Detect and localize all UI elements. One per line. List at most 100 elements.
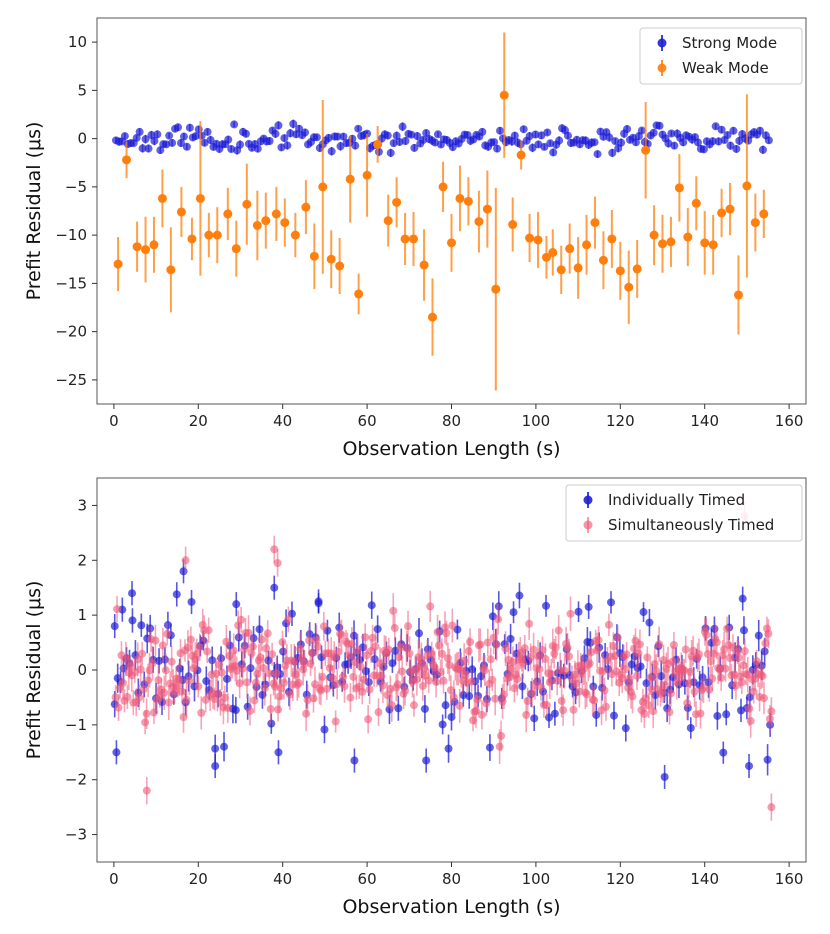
data-point (593, 646, 602, 655)
x-tick-label: 140 (690, 412, 719, 430)
y-tick-label: 5 (77, 81, 87, 99)
data-point (499, 90, 509, 100)
x-tick-label: 100 (522, 870, 551, 888)
data-point (370, 655, 379, 664)
data-point (114, 703, 123, 712)
data-point (252, 220, 262, 230)
data-point (649, 707, 658, 716)
data-point (245, 706, 254, 715)
data-point (250, 696, 259, 705)
data-point (138, 144, 147, 153)
legend-marker-individually-timed (583, 492, 593, 508)
data-point (446, 686, 455, 695)
data-point (474, 217, 484, 227)
data-point (222, 674, 231, 683)
data-point (419, 135, 428, 144)
data-point (256, 653, 265, 662)
data-point (495, 742, 504, 751)
data-point (185, 123, 194, 132)
data-point (301, 128, 310, 137)
data-point (412, 675, 421, 684)
data-point (274, 705, 283, 714)
data-point (599, 667, 608, 676)
data-point (732, 144, 741, 153)
data-point (556, 265, 566, 275)
data-point (344, 660, 353, 669)
data-point (296, 644, 305, 653)
x-tick-label: 0 (109, 870, 119, 888)
data-point (496, 126, 505, 135)
data-point (628, 692, 637, 701)
data-point (543, 128, 552, 137)
x-tick-label: 40 (273, 870, 292, 888)
data-point (755, 126, 764, 135)
data-point (742, 181, 752, 191)
data-point (236, 140, 245, 149)
data-point (668, 657, 677, 666)
data-point (590, 138, 599, 147)
data-point (122, 155, 132, 165)
data-point (609, 711, 618, 720)
data-point (540, 142, 549, 151)
data-point (476, 640, 485, 649)
data-point (635, 640, 644, 649)
data-point (508, 220, 518, 230)
data-point (433, 628, 442, 637)
data-point (398, 122, 407, 131)
data-point (565, 652, 574, 661)
data-point (308, 649, 317, 658)
data-point (280, 218, 290, 228)
data-point (655, 640, 664, 649)
data-point (565, 244, 575, 254)
legend-label-weak-mode: Weak Mode (682, 59, 769, 77)
data-point (336, 142, 345, 151)
data-point (737, 678, 746, 687)
data-point (401, 686, 410, 695)
data-point (157, 193, 167, 203)
series-strong-mode (111, 119, 773, 159)
data-point (658, 239, 668, 249)
data-point (220, 693, 229, 702)
legend-marker-strong-mode (657, 35, 667, 51)
x-tick-label: 20 (189, 412, 208, 430)
top-y-axis-label: Prefit Residual (μs) (23, 122, 45, 301)
data-point (480, 666, 489, 675)
data-point (582, 690, 591, 699)
legend-label-individually-timed: Individually Timed (608, 491, 745, 509)
data-point (123, 692, 132, 701)
data-point (333, 680, 342, 689)
data-point (187, 597, 196, 606)
data-point (111, 693, 120, 702)
data-point (536, 683, 545, 692)
data-point (405, 649, 414, 658)
data-point (746, 716, 755, 725)
data-point (752, 657, 761, 666)
data-point (760, 694, 769, 703)
data-point (345, 174, 355, 184)
data-point (555, 136, 564, 145)
data-point (164, 698, 173, 707)
data-point (460, 656, 469, 665)
data-point (213, 689, 222, 698)
data-point (665, 708, 674, 717)
data-point (733, 290, 743, 300)
data-point (389, 606, 398, 615)
data-point (290, 230, 300, 240)
data-point (238, 664, 247, 673)
x-tick-label: 60 (358, 412, 377, 430)
data-point (647, 685, 656, 694)
data-point (349, 672, 358, 681)
data-point (442, 629, 451, 638)
data-point (550, 709, 559, 718)
data-point (339, 132, 348, 141)
x-tick-label: 160 (775, 870, 804, 888)
data-point (631, 138, 640, 147)
data-point (705, 685, 714, 694)
data-point (300, 659, 309, 668)
data-point (530, 714, 539, 723)
y-tick-label: −5 (65, 178, 87, 196)
data-point (441, 701, 450, 710)
data-point (251, 678, 260, 687)
data-point (670, 141, 679, 150)
